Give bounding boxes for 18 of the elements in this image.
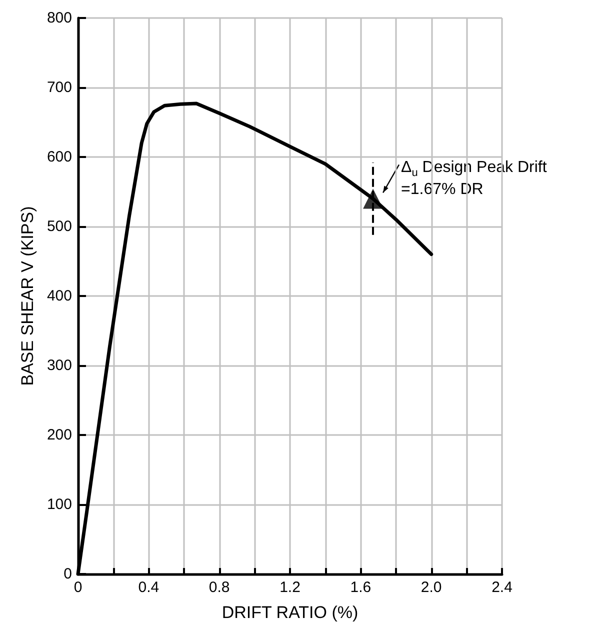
- y-tick-label: 100: [46, 496, 72, 513]
- x-tick-label: 0.8: [208, 579, 230, 596]
- x-tick-label: 0.4: [138, 579, 160, 596]
- y-tick-label: 700: [46, 79, 72, 96]
- y-tick-label: 400: [46, 288, 72, 304]
- text: 2.0: [420, 579, 442, 596]
- x-tick-label: 1.2: [280, 579, 300, 596]
- x-tick-label: 1.6: [350, 579, 372, 596]
- y-tick-label: 0: [64, 566, 72, 582]
- y-axis-title: BASE SHEAR V (KIPS): [18, 206, 37, 386]
- y-tick-label: 600: [46, 148, 72, 166]
- y-tick-label: 200: [46, 426, 72, 444]
- x-tick-label: 2.4: [492, 579, 512, 596]
- x-axis-title: DRIFT RATIO (%): [222, 603, 358, 622]
- y-tick-label: 500: [46, 218, 72, 235]
- x-tick-label: 0: [74, 579, 82, 596]
- y-tick-label: 300: [46, 357, 72, 374]
- y-tick-label: 800: [46, 10, 72, 26]
